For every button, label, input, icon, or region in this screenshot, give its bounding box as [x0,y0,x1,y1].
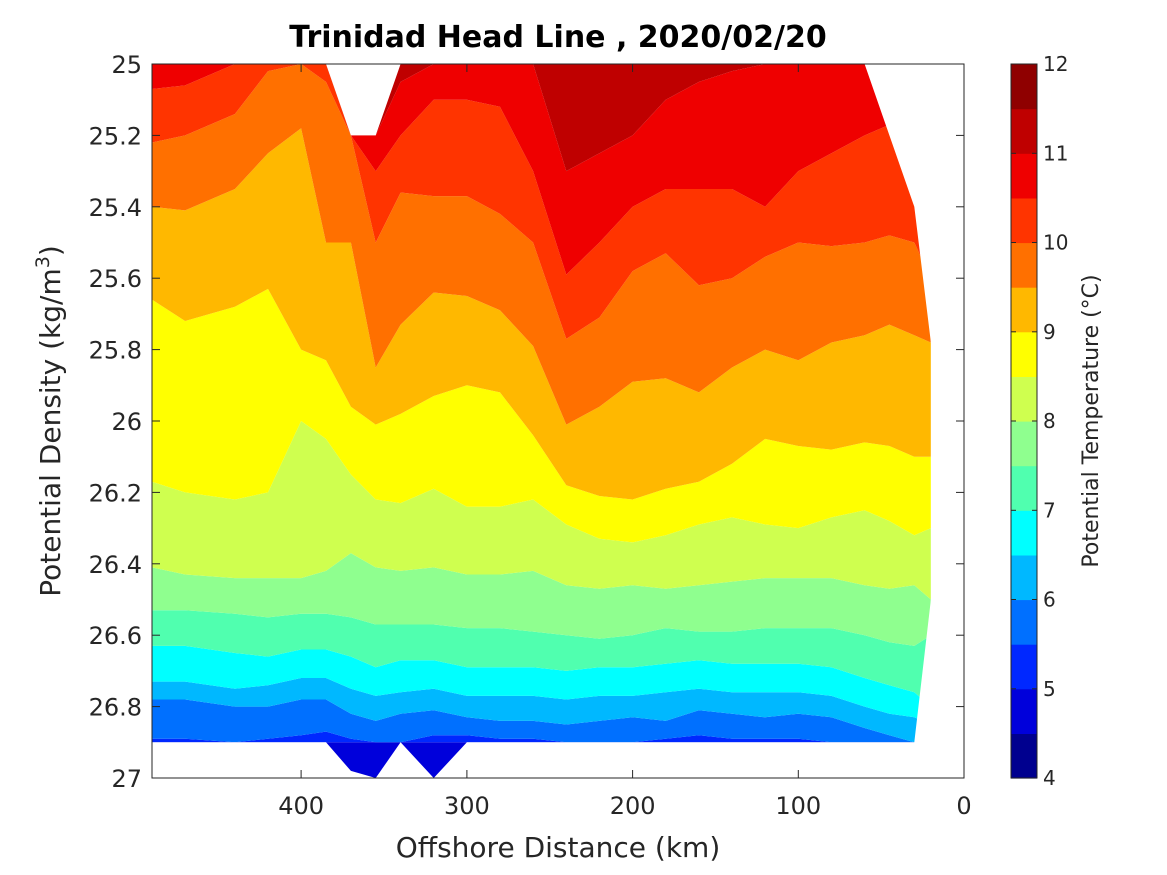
y-tick-label-25.6: 25.6 [89,265,142,293]
y-tick-label-25.4: 25.4 [89,194,142,222]
chart-title: Trinidad Head Line , 2020/02/20 [289,20,826,55]
contour-band-8.5 [152,288,931,543]
colorbar-segment-9 [1011,287,1037,333]
y-tick-label-26.2: 26.2 [89,479,142,507]
contour-band-8 [152,421,931,600]
y-tick-label-25.8: 25.8 [89,337,142,365]
x-tick-label-200: 200 [610,792,656,820]
colorbar-segment-10 [1011,197,1037,244]
colorbar-segment-5 [1011,644,1037,690]
colorbar-tick-label-8: 8 [1043,409,1056,433]
colorbar-label: Potential Temperature (°C) [1079,274,1104,567]
y-axis-label-sup: 3 [32,256,54,268]
colorbar-segment-11.5 [1011,64,1037,110]
colorbar-segment-7 [1011,465,1037,511]
contour-band-10.5 [152,64,931,275]
colorbar-tick-label-11: 11 [1043,141,1068,165]
colorbar-tick-label-10: 10 [1043,231,1068,255]
y-tick-label-27: 27 [111,765,142,793]
colorbar-segment-8 [1011,376,1037,422]
colorbar-segment-6.5 [1011,510,1037,556]
x-axis: 400 300 200 100 0 [278,64,972,820]
colorbar-segment-11 [1011,108,1037,154]
colorbar-ticks: 4 5 6 7 8 9 10 11 12 [1011,52,1068,790]
colorbar-segment-4.5 [1011,688,1037,734]
y-tick-label-26.6: 26.6 [89,622,142,650]
contour-band-7.5 [152,553,931,646]
contour-band-9 [152,128,931,500]
colorbar [1011,64,1037,779]
colorbar-segment-9.5 [1011,242,1037,288]
y-tick-label-26.8: 26.8 [89,694,142,722]
colorbar-tick-label-4: 4 [1043,766,1056,790]
data-mask [152,64,964,778]
x-tick-label-400: 400 [278,792,324,820]
contour-bands [152,64,931,778]
colorbar-segment-8.5 [1011,331,1037,377]
contour-band-10 [152,64,931,339]
x-tick-label-100: 100 [775,792,821,820]
y-tick-label-25: 25 [111,51,142,79]
y-axis: 25 25.2 25.4 25.6 25.8 26 26.2 26.4 26.6 26.8 27 [89,51,964,793]
colorbar-segment-10.5 [1011,153,1037,199]
colorbar-tick-label-7: 7 [1043,498,1056,522]
colorbar-segment-6 [1011,554,1037,601]
mask-top [152,64,964,343]
y-axis-label: Potential Density (kg/m3) [32,245,67,597]
colorbar-tick-label-6: 6 [1043,588,1056,612]
y-axis-label-end: ) [34,245,67,256]
x-tick-label-0: 0 [956,792,971,820]
contour-band-6 [152,678,931,743]
colorbar-segment-5.5 [1011,599,1037,645]
colorbar-segment-7.5 [1011,421,1037,467]
x-tick-label-300: 300 [444,792,490,820]
contour-band-5.5 [152,699,931,743]
colorbar-segment-4 [1011,733,1037,779]
x-axis-label: Offshore Distance (km) [396,831,721,864]
y-tick-label-25.2: 25.2 [89,122,142,150]
contour-band-7 [152,610,931,707]
y-tick-label-26: 26 [111,408,142,436]
contour-band-5 [152,731,931,743]
colorbar-tick-label-9: 9 [1043,320,1056,344]
contour-band-6.5 [152,645,931,725]
mask-bottom [152,599,964,778]
colorbar-tick-label-5: 5 [1043,677,1056,701]
contour-band-9.5 [152,64,931,425]
colorbar-tick-label-12: 12 [1043,52,1068,76]
y-axis-label-main: Potential Density (kg/m [34,268,67,597]
y-tick-label-26.4: 26.4 [89,551,142,579]
